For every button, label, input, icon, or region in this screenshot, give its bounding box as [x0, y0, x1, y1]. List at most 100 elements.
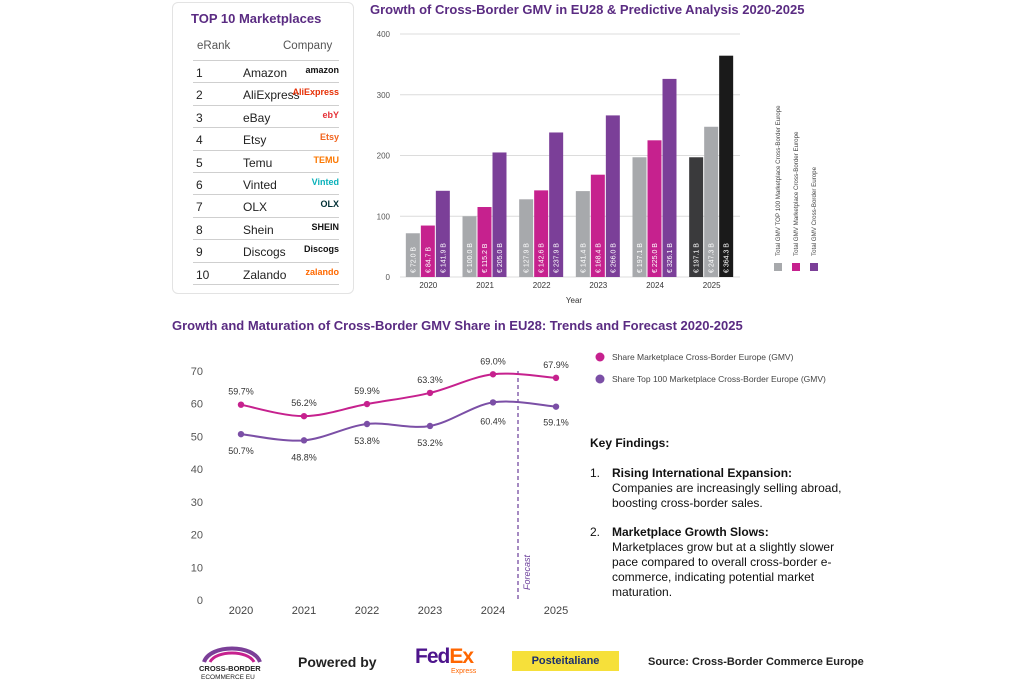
finding-heading: Rising International Expansion:	[612, 466, 793, 480]
bar	[647, 140, 662, 277]
marketplace-row: 10 Zalando zalando	[193, 261, 339, 285]
bar	[632, 157, 647, 277]
marketplace-row: 8 Shein SHEIN	[193, 216, 339, 240]
data-point	[363, 400, 371, 408]
x-tick-label: 2022	[355, 605, 379, 617]
finding-number: 1.	[590, 466, 601, 480]
bar-value-label: € 142.6 B	[539, 243, 546, 273]
rank-column-header: eRank	[197, 40, 231, 52]
bar-value-label: € 247.3 B	[709, 243, 716, 273]
marketplace-row: 6 Vinted Vinted	[193, 172, 339, 195]
poste-italiane-logo: Posteitaliane	[512, 651, 619, 671]
bar-value-label: € 100.0 B	[467, 243, 474, 273]
marketplace-row: 3 eBay ebY	[193, 104, 339, 128]
bar	[719, 55, 734, 278]
marketplace-logo-icon: SHEIN	[311, 221, 339, 232]
marketplace-logo-icon: TEMU	[313, 154, 340, 165]
y-tick-label: 30	[191, 497, 203, 509]
data-label: 53.2%	[417, 438, 443, 448]
data-label: 69.0%	[480, 356, 506, 366]
bar-chart-title: Growth of Cross-Border GMV in EU28 & Pre…	[370, 2, 805, 17]
series-line	[240, 372, 557, 418]
legend-label: Share Marketplace Cross-Border Europe (G…	[612, 352, 794, 362]
series-line	[240, 400, 557, 442]
bar-value-label: € 72.0 B	[410, 247, 417, 273]
legend-label: Total GMV Marketplace Cross-Border Europ…	[793, 131, 800, 256]
legend-label: Share Top 100 Marketplace Cross-Border E…	[612, 374, 826, 384]
bar	[575, 191, 590, 277]
marketplace-name: Zalando	[243, 267, 287, 282]
y-tick-label: 300	[377, 91, 391, 100]
y-tick-label: 100	[377, 212, 391, 221]
marketplace-row: 1 Amazon amazon	[193, 60, 339, 83]
fedex-express: Express	[451, 668, 477, 675]
marketplace-rank: 8	[196, 222, 203, 237]
x-tick-label: 2020	[229, 605, 253, 617]
finding-text: Marketplaces grow but at a slightly slow…	[612, 540, 835, 599]
finding-heading: Marketplace Growth Slows:	[612, 525, 769, 539]
bar	[435, 190, 450, 277]
marketplace-rank: 2	[196, 88, 203, 103]
marketplace-name: Vinted	[243, 178, 277, 192]
x-tick-label: 2023	[589, 281, 607, 290]
bar-chart: 0 100 200 300 400 € 72.0 B € 84.7 B € 141.9 B 20…	[377, 30, 818, 305]
marketplace-name: OLX	[243, 200, 268, 215]
x-tick-label: 2020	[419, 281, 437, 290]
fedex-ex: Ex	[449, 645, 474, 668]
bar-value-label: € 115.2 B	[482, 243, 489, 273]
marketplace-rank: 1	[196, 66, 203, 80]
x-tick-label: 2022	[533, 281, 551, 290]
bar-value-label: € 266.0 B	[610, 243, 617, 273]
bar	[534, 190, 549, 277]
legend-label: Total GMV TOP 100 Marketplace Cross-Bord…	[775, 105, 782, 256]
legend-marker	[595, 374, 605, 384]
bar	[689, 157, 704, 277]
data-point	[489, 371, 497, 378]
top10-title: TOP 10 Marketplaces	[191, 11, 322, 26]
finding-text: Companies are increasingly selling abroa…	[612, 481, 842, 510]
bar	[492, 152, 507, 277]
x-axis-label: Year	[566, 296, 583, 305]
cross-border-logo-icon	[202, 646, 262, 663]
y-tick-label: 20	[191, 530, 203, 542]
line-chart: 0 10 20 30 40 50 60 70 2020 2021 2022 2023 2024 2025 F…	[191, 352, 826, 617]
marketplace-rank: 4	[196, 133, 203, 148]
finding-number: 2.	[590, 525, 601, 539]
marketplace-logo-icon: ebY	[322, 109, 339, 120]
data-label: 59.1%	[543, 418, 569, 428]
bar-value-label: € 364.3 B	[724, 243, 731, 273]
marketplace-name: Amazon	[243, 66, 288, 80]
marketplace-row: 9 Discogs Discogs	[193, 239, 339, 262]
marketplace-name: Discogs	[243, 245, 286, 260]
marketplace-name: Temu	[243, 155, 273, 170]
marketplace-logo-icon: AliExpress	[292, 87, 339, 98]
top10-card: TOP 10 Marketplaces eRank Company 1 Amazo…	[172, 2, 354, 294]
bar-value-label: € 141.9 B	[440, 243, 447, 273]
data-label: 48.8%	[291, 452, 317, 462]
bar-value-label: € 168.4 B	[595, 243, 602, 273]
x-tick-label: 2024	[481, 605, 505, 617]
bar	[420, 225, 435, 277]
bar-value-label: € 225.0 B	[652, 243, 659, 273]
marketplace-rank: 6	[196, 178, 203, 192]
bar-value-label: € 205.0 B	[497, 243, 504, 273]
data-label: 63.3%	[417, 375, 443, 385]
bar	[462, 216, 477, 277]
data-point	[552, 374, 560, 382]
key-findings-title: Key Findings:	[590, 436, 670, 450]
bar-value-label: € 127.9 B	[524, 243, 531, 273]
bar-value-label: € 326.1 B	[667, 243, 674, 273]
legend-label: Total GMV Cross-Border Europe	[811, 166, 818, 256]
marketplace-row: 7 OLX OLX	[193, 194, 339, 217]
marketplace-name: Shein	[243, 222, 274, 237]
data-point	[300, 412, 308, 420]
forecast-annotation: Forecast	[522, 554, 532, 590]
bar-value-label: € 197.1 B	[694, 243, 701, 273]
marketplace-row: 5 Temu TEMU	[193, 149, 340, 173]
bar	[590, 174, 605, 277]
bar	[704, 126, 719, 277]
key-findings: Key Findings: 1. Rising International Ex…	[590, 436, 850, 614]
x-tick-label: 2025	[703, 281, 721, 290]
x-tick-label: 2021	[292, 605, 316, 617]
data-point	[426, 422, 434, 430]
